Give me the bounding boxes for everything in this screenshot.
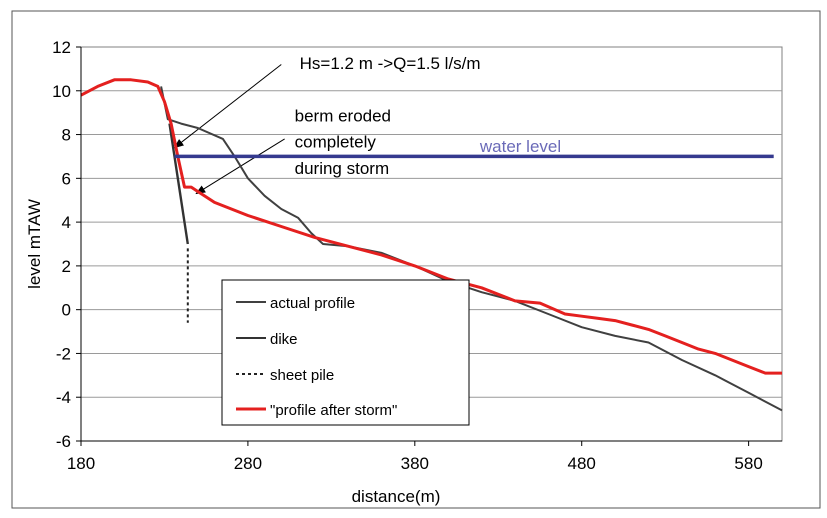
y-tick-label: 8 [62, 126, 71, 145]
data-series [80, 78, 783, 412]
y-tick-label: 6 [62, 169, 71, 188]
legend-label-profile-after-storm: "profile after storm" [270, 402, 397, 419]
annotation-berm-eroded: berm eroded [295, 106, 391, 125]
x-axis-label: distance(m) [352, 487, 441, 506]
legend-box [221, 279, 470, 426]
y-tick-label: 10 [52, 82, 71, 101]
y-tick-label: -4 [56, 388, 71, 407]
legend-label-dike: dike [270, 331, 298, 348]
y-tick-label: 4 [62, 213, 71, 232]
x-tick-label: 380 [401, 454, 429, 473]
x-tick-label: 480 [568, 454, 596, 473]
y-tick-label: 12 [52, 38, 71, 57]
annotation-arrow-1 [173, 64, 282, 149]
annotation-during-storm: during storm [295, 159, 389, 178]
x-tick-label: 180 [67, 454, 95, 473]
annotations: Hs=1.2 m ->Q=1.5 l/s/m berm eroded complet… [173, 54, 561, 195]
series-line-profile-after-storm [80, 78, 782, 375]
annotation-completely: completely [295, 133, 377, 152]
y-tick-label: 0 [62, 301, 71, 320]
y-tick-label: 2 [62, 257, 71, 276]
legend-label-sheet-pile: sheet pile [270, 367, 334, 384]
series-line-dike [168, 123, 189, 245]
annotation-water-level: water level [479, 137, 561, 156]
y-axis-label: level mTAW [25, 199, 44, 289]
x-tick-label: 580 [734, 454, 762, 473]
annotation-hs-1-2-m-q-1-5-l-s-m: Hs=1.2 m ->Q=1.5 l/s/m [300, 54, 481, 73]
y-tick-label: -6 [56, 432, 71, 451]
legend-label-actual-profile: actual profile [270, 295, 355, 312]
x-tick-label: 280 [234, 454, 262, 473]
legend: actual profile dike sheet pile "profile … [221, 279, 470, 426]
y-tick-label: -2 [56, 344, 71, 363]
axes: -6 -4 -2 0 2 4 6 8 10 12 180 280 380 480 580 [52, 38, 782, 473]
